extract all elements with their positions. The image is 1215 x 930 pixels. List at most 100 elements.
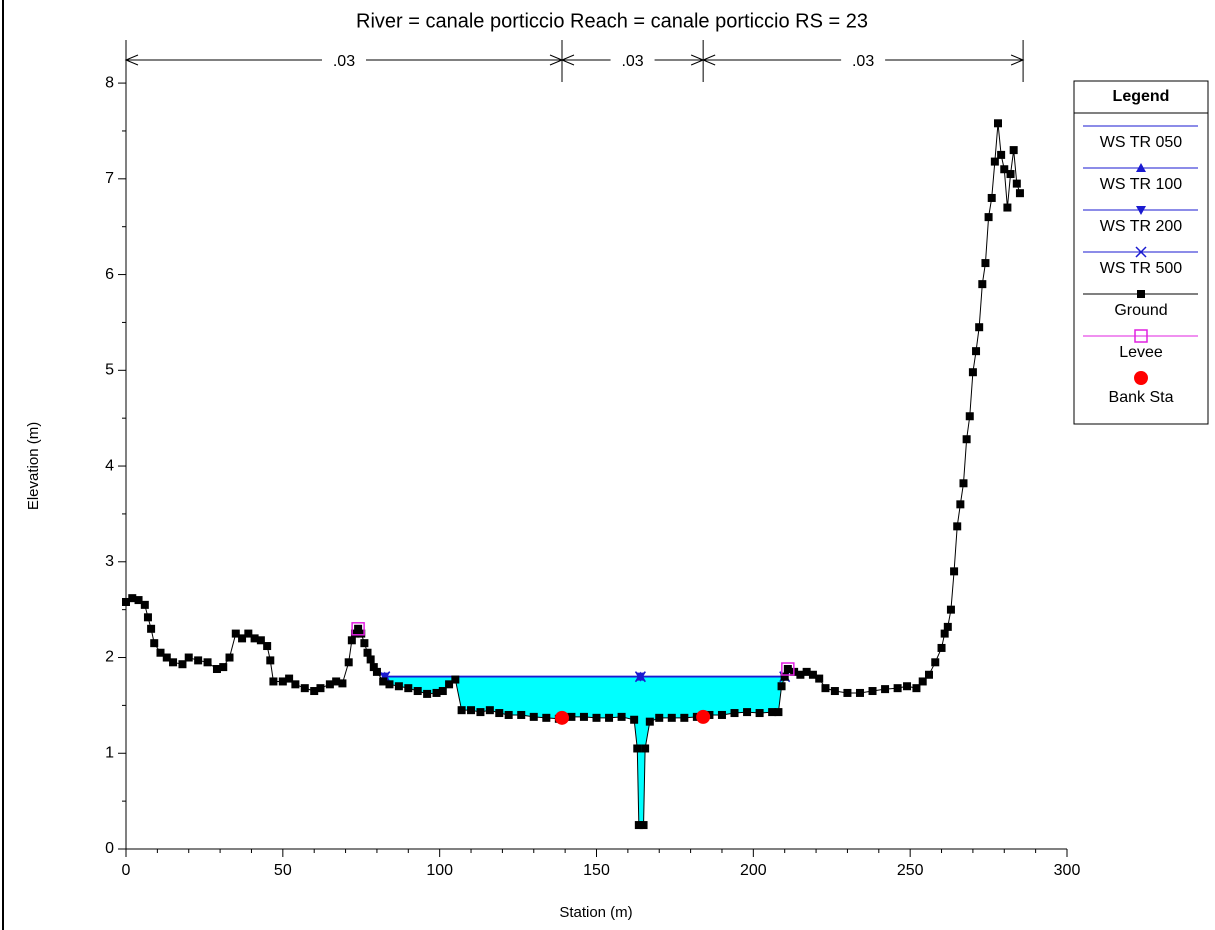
ground-point	[150, 639, 159, 648]
ground-point	[903, 682, 912, 691]
ground-point	[774, 708, 783, 717]
ground-point	[278, 677, 287, 686]
ground-point	[366, 655, 375, 664]
ground-point	[413, 687, 422, 696]
ground-point	[680, 713, 689, 722]
ground-point	[354, 624, 363, 633]
ground-point	[881, 685, 890, 694]
ground-point	[379, 677, 388, 686]
levee-point	[1134, 329, 1148, 343]
ground-point	[592, 713, 601, 722]
ground-point	[667, 713, 676, 722]
ground-point	[485, 706, 494, 715]
ground-point	[940, 629, 949, 638]
ground-point	[457, 706, 466, 715]
ws-point	[1136, 163, 1146, 172]
ground-point	[256, 636, 265, 645]
ground-point	[821, 684, 830, 693]
ground-point	[212, 665, 221, 674]
y-axis-label: Elevation (m)	[25, 422, 42, 510]
ground-point	[169, 658, 178, 667]
legend-title: Legend	[1113, 88, 1170, 105]
ground-point	[369, 663, 378, 672]
ground-point	[768, 708, 777, 717]
ground-point	[717, 710, 726, 719]
ground-point	[968, 368, 977, 377]
ground-point	[975, 323, 984, 332]
ground-point	[924, 670, 933, 679]
ground-point	[347, 636, 356, 645]
ground-point	[423, 689, 432, 698]
ground-point	[1015, 189, 1024, 198]
ground-point	[956, 500, 965, 509]
ground-point	[156, 648, 165, 657]
y-tick-label: 7	[105, 170, 114, 187]
ground-point	[755, 709, 764, 718]
ground-point	[1012, 179, 1021, 188]
x-tick-label: 200	[740, 862, 767, 879]
ground-point	[931, 658, 940, 667]
ground-point	[981, 259, 990, 268]
legend-label: WS TR 100	[1100, 176, 1183, 193]
ground-point	[394, 682, 403, 691]
ground-point	[1009, 146, 1018, 155]
y-tick-label: 0	[105, 840, 114, 857]
ground-point	[285, 674, 294, 683]
legend-label: Levee	[1119, 344, 1163, 361]
ground-point	[641, 744, 650, 753]
y-tick-label: 8	[105, 74, 114, 91]
ground-point	[730, 709, 739, 718]
ground-point	[263, 642, 272, 651]
ground-point	[140, 600, 149, 609]
ws-point	[1135, 246, 1147, 258]
x-tick-label: 50	[274, 862, 292, 879]
ground-point	[808, 670, 817, 679]
ground-point	[1006, 170, 1015, 179]
ground-point	[194, 656, 203, 665]
bank-station	[1134, 371, 1148, 385]
legend-label: Ground	[1114, 302, 1167, 319]
ground-point	[517, 710, 526, 719]
ground-point	[266, 656, 275, 665]
ground-point	[225, 653, 234, 662]
ground-point	[777, 682, 786, 691]
ground-point	[893, 684, 902, 693]
ground-point	[946, 605, 955, 614]
y-tick-label: 2	[105, 649, 114, 666]
ground-point	[143, 613, 152, 622]
ground-point	[269, 677, 278, 686]
ground-point	[630, 715, 639, 724]
ground-point	[344, 658, 353, 667]
x-tick-label: 150	[583, 862, 610, 879]
ground-point	[605, 713, 614, 722]
y-tick-label: 3	[105, 553, 114, 570]
ground-point	[363, 648, 372, 657]
ground-point	[655, 713, 664, 722]
legend-label: WS TR 050	[1100, 134, 1183, 151]
ground-point	[332, 677, 341, 686]
ground-point	[147, 624, 156, 633]
ws-point	[634, 671, 646, 683]
roughness-label: .03	[333, 53, 355, 70]
ground-point	[134, 596, 143, 605]
ground-point	[987, 193, 996, 202]
bank-station	[696, 709, 711, 724]
ground-point	[542, 713, 551, 722]
ground-point	[244, 629, 253, 638]
y-tick-label: 4	[105, 457, 114, 474]
ground-point	[184, 653, 193, 662]
ground-point	[965, 412, 974, 421]
ground-point	[1000, 165, 1009, 174]
ground-point	[645, 717, 654, 726]
ground-point	[122, 597, 130, 606]
ground-point	[950, 567, 959, 576]
legend-label: WS TR 200	[1100, 218, 1183, 235]
ground-point	[567, 712, 576, 721]
arrow-head	[1010, 54, 1025, 66]
ground-point	[843, 688, 852, 697]
ground-point	[617, 712, 626, 721]
chart-title: River = canale porticcio Reach = canale …	[356, 10, 868, 32]
ground-point	[338, 679, 347, 688]
